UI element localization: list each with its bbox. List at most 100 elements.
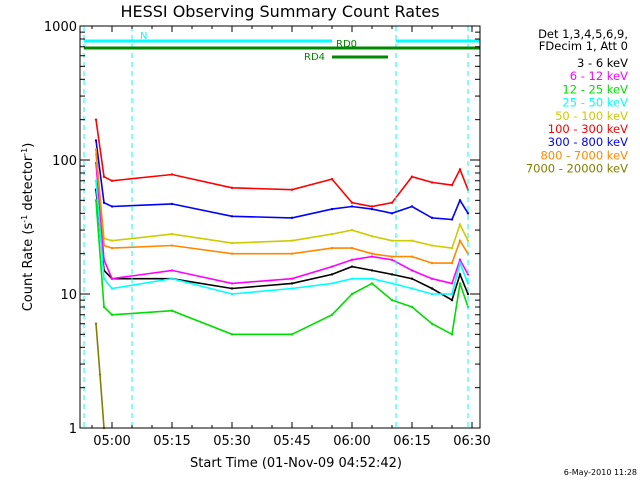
series-line-12-25-kev: [95, 200, 469, 336]
data-point: [350, 265, 354, 268]
legend-header-line1: Det 1,3,4,5,6,9,: [538, 27, 628, 41]
legend-item-12-25-kev: 12 - 25 keV: [562, 82, 628, 96]
data-point: [110, 246, 114, 250]
data-point: [290, 287, 294, 290]
data-point: [102, 175, 106, 178]
data-point: [430, 287, 434, 290]
data-point: [94, 139, 98, 142]
data-point: [110, 179, 114, 182]
data-point: [450, 292, 454, 296]
data-point: [102, 244, 106, 247]
data-point: [230, 241, 234, 245]
data-point: [290, 333, 294, 336]
data-point: [350, 277, 354, 280]
legend-header-line2: FDecim 1, Att 0: [539, 39, 628, 53]
data-point: [170, 277, 174, 280]
data-point: [390, 298, 394, 302]
data-point: [466, 282, 470, 285]
data-point: [94, 199, 98, 202]
series-line-25-50-kev: [95, 180, 469, 295]
data-point: [430, 181, 434, 184]
data-point: [458, 258, 462, 261]
x-tick-label: 06:15: [393, 434, 430, 449]
plot-frame: [79, 25, 481, 429]
data-point: [458, 223, 462, 226]
data-point: [390, 255, 394, 258]
data-point: [410, 255, 414, 258]
data-point: [290, 252, 294, 255]
data-point: [350, 205, 354, 208]
x-tick-label: 06:00: [333, 434, 370, 449]
data-point: [290, 277, 294, 280]
series-line-100-300-kev: [95, 119, 469, 208]
data-point: [450, 333, 454, 336]
legend-item-50-100-kev: 50 - 100 keV: [555, 109, 628, 123]
x-tick-label: 05:30: [213, 434, 250, 449]
x-axis: 05:00 05:15 05:30 05:45 06:00 06:15 06:30: [91, 26, 491, 449]
night-bar-label: N: [140, 31, 147, 42]
data-point: [110, 287, 114, 290]
data-point: [466, 239, 470, 242]
data-point: [466, 273, 470, 276]
data-point: [170, 244, 174, 247]
y-tick-label: 10: [60, 288, 77, 303]
data-point: [94, 148, 98, 151]
data-point: [170, 202, 174, 206]
data-point: [370, 282, 374, 285]
data-point: [290, 282, 294, 285]
data-point: [350, 292, 354, 296]
data-point: [350, 228, 354, 232]
data-point: [370, 234, 374, 238]
data-point: [370, 277, 374, 280]
data-point: [466, 292, 470, 296]
x-tick-label: 05:00: [93, 434, 130, 449]
data-point: [330, 232, 334, 236]
data-point: [330, 265, 334, 268]
y-axis: 1 10 100 1000: [44, 20, 480, 437]
data-point: [430, 216, 434, 220]
data-point: [110, 313, 114, 316]
data-point: [410, 277, 414, 280]
data-point: [170, 269, 174, 272]
data-point: [330, 207, 334, 211]
legend-item-6-12-kev: 6 - 12 keV: [570, 69, 628, 83]
data-point: [458, 282, 462, 285]
data-point: [230, 282, 234, 285]
data-point: [370, 252, 374, 255]
data-point: [430, 292, 434, 296]
data-point: [410, 269, 414, 272]
data-point: [390, 239, 394, 242]
data-point: [94, 118, 98, 121]
data-point: [458, 273, 462, 276]
y-tick-label: 1: [69, 422, 77, 437]
data-point: [410, 305, 414, 309]
data-point: [450, 246, 454, 250]
data-point: [466, 212, 470, 215]
data-point: [102, 277, 106, 280]
legend: Det 1,3,4,5,6,9, FDecim 1, Att 0 3 - 6 k…: [526, 27, 628, 176]
y-tick-label: 1000: [44, 20, 77, 35]
data-point: [390, 282, 394, 285]
data-point: [450, 218, 454, 221]
data-point: [410, 175, 414, 178]
legend-item-800-7000-kev: 800 - 7000 keV: [540, 148, 628, 162]
data-point: [458, 239, 462, 242]
data-point: [102, 201, 106, 204]
data-point: [370, 205, 374, 208]
series-lines: [94, 118, 470, 430]
data-point: [230, 215, 234, 218]
data-point: [410, 205, 414, 208]
data-point: [98, 373, 102, 376]
rd0-bar-label: RD0: [336, 39, 357, 50]
data-point: [450, 282, 454, 285]
data-point: [450, 261, 454, 265]
data-point: [102, 305, 106, 309]
data-point: [94, 322, 98, 325]
data-point: [230, 292, 234, 296]
data-point: [390, 212, 394, 215]
data-point: [110, 277, 114, 280]
y-tick-label: 100: [52, 154, 77, 169]
data-point: [458, 261, 462, 265]
data-point: [230, 186, 234, 190]
